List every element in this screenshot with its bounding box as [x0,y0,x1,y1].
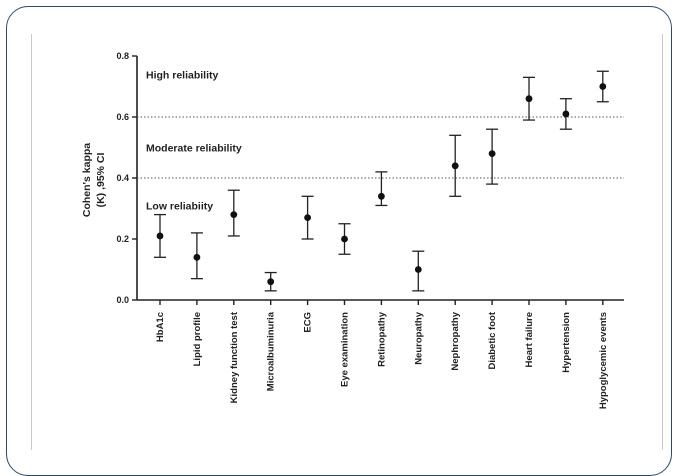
y-tick-label: 0.8 [116,51,129,61]
data-point [193,253,201,261]
data-point [267,278,275,286]
y-axis-title-line1: Cohen's kappa [81,143,93,217]
y-tick-label: 0.6 [116,112,129,122]
band-label-0: High reliability [146,69,219,81]
y-tick-label: 0.4 [116,173,129,183]
y-tick-label: 0.2 [116,234,129,244]
data-point [341,235,348,243]
x-tick-label: Neuropathy [413,311,424,365]
x-tick-label: ECG [303,312,314,333]
x-tick-label: Kidney function test [229,311,240,403]
data-point [156,232,164,240]
x-tick-label: HbA1c [155,312,166,342]
data-point [414,266,422,273]
y-tick-label: 0.0 [116,295,129,305]
x-tick-label: Eye examination [340,312,351,387]
data-marks [154,70,609,292]
data-point [378,192,385,200]
x-tick-label: Heart failure [524,312,535,367]
x-tick-labels: HbA1c Lipid profile Kidney function test Mi… [155,311,609,409]
kappa-chart: 0.0 0.2 0.4 0.6 0.8 High reliability Moderate… [81,51,624,409]
panel-divider-right [662,34,663,450]
x-tick-label: Diabetic foot [487,311,498,369]
data-point [451,162,459,170]
reference-lines [137,116,624,179]
data-point [599,83,607,90]
x-tick-label: Nephropathy [450,311,461,370]
data-point [488,150,496,158]
x-tick-label: Hypertension [561,312,572,373]
data-point [304,214,311,222]
panel-divider-left [31,34,32,450]
band-label-1: Moderate reliability [146,143,242,155]
band-labels: High reliability Moderate reliability Low … [146,69,242,212]
x-tick-label: Retinopathy [376,311,387,367]
data-point [525,95,533,103]
band-label-2: Low reliabiity [146,200,213,212]
data-point [562,110,570,118]
x-tick-label: Lipid profile [192,312,203,366]
x-tick-label: Microalbuminuria [266,311,277,391]
y-axis-title-line2: (K) ,95% CI [95,152,107,207]
x-tick-label: Hypoglycemic events [598,312,609,409]
data-point [230,211,238,219]
